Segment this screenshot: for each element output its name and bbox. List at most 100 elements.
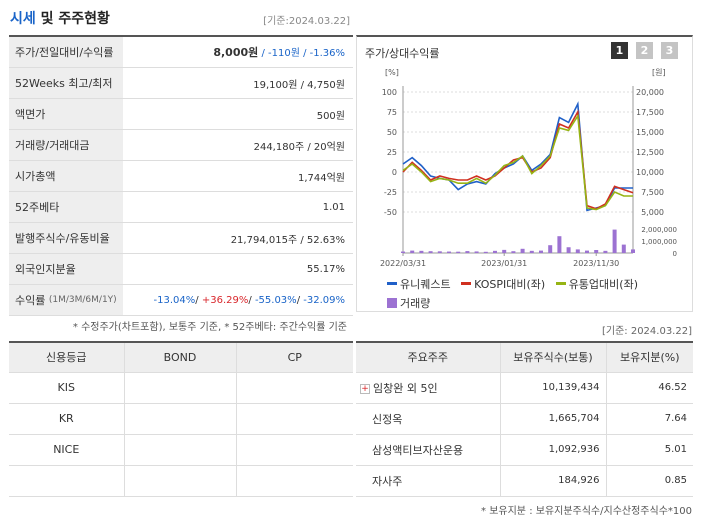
cp-rating [235, 372, 353, 404]
price-change-rate: / -1.36% [299, 48, 345, 59]
legend-swatch [387, 282, 397, 285]
volume-bar [612, 229, 617, 253]
holder-shares: 1,665,704 [499, 403, 606, 435]
volume-bar [437, 251, 442, 253]
table-row: NICE [9, 434, 353, 466]
bond-rating [123, 434, 236, 466]
rating-agency: KR [9, 403, 124, 435]
left-axis-unit: [%] [385, 68, 399, 77]
empty-cell [9, 465, 124, 497]
table-row: 삼성액티브자산운용 1,092,936 5.01 [356, 434, 693, 466]
holder-name: + 임창완 외 5인 [356, 372, 500, 404]
holder-name: 자사주 [356, 465, 500, 497]
volume-bar [493, 250, 497, 253]
holder-percent: 0.85 [605, 465, 693, 497]
quote-row-shares: 발행주식수/유동비율 21,794,015주 / 52.63% [9, 223, 353, 254]
quote-label: 주가/전일대비/수익률 [9, 37, 123, 67]
table-row: 신정옥 1,665,704 7.64 [356, 403, 693, 435]
y-right-tick-label: 12,500 [636, 148, 664, 157]
return-1y: -32.09% [303, 294, 345, 306]
volume-bar [529, 250, 534, 253]
y-left-tick-label: 100 [382, 88, 397, 97]
y-left-tick-label: -50 [384, 208, 397, 217]
volume-bar [456, 251, 461, 253]
x-tick-label: 2023/11/30 [573, 259, 619, 268]
volume-bar [410, 250, 415, 253]
price-chart: [%] [원] 100 75 50 25 0 -25 -50 20,000 17,500 15,… [380, 68, 677, 268]
volume-bar [539, 250, 543, 253]
column-header: 주요주주 [356, 342, 500, 373]
expand-plus-icon[interactable]: + [360, 383, 370, 394]
holder-percent: 46.52 [605, 372, 693, 404]
quote-label: 시가총액 [9, 161, 123, 191]
table-row: + 임창완 외 5인 10,139,434 46.52 [356, 372, 693, 404]
legend-item-stock[interactable]: 유니퀘스트 [387, 276, 451, 292]
holders-footnote: * 보유지분 : 보유지분주식수/지수산정주식수*100 [481, 506, 692, 517]
legend-swatch [555, 282, 566, 285]
holder-name: 신정옥 [356, 403, 500, 435]
volume-bar [621, 244, 626, 253]
column-header: 보유지분(%) [605, 342, 693, 373]
table-row: KR [9, 403, 353, 435]
volume-bar [631, 249, 635, 253]
quote-value: 8,000원 / -110원 / -1.36% [123, 44, 353, 60]
y-left-tick-label: 0 [392, 168, 397, 177]
rating-agency: NICE [9, 434, 124, 466]
holder-percent: 5.01 [605, 434, 693, 466]
bond-rating [123, 372, 236, 404]
legend-swatch [461, 282, 472, 285]
major-holders-table: 주요주주 보유주식수(보통) 보유지분(%) + 임창완 외 5인 10,139,… [356, 341, 693, 497]
current-price: 8,000원 [213, 46, 259, 59]
quote-value: 1.01 [322, 201, 345, 213]
volume-tick-label: 1,000,000 [641, 238, 677, 246]
return-3m: +36.29% [201, 294, 249, 306]
table-row [9, 465, 353, 497]
volume-bar [603, 250, 608, 253]
period-button-1[interactable]: 1 [611, 42, 628, 59]
quote-row-returns: 수익률 (1M/3M/6M/1Y) -13.04%/ +36.29%/ -55.… [9, 285, 353, 316]
column-header: 보유주식수(보통) [499, 342, 606, 373]
x-tick-label: 2022/03/31 [380, 259, 426, 268]
column-header: CP [235, 342, 353, 373]
quote-value: 244,180주 / 20억원 [253, 141, 345, 153]
quote-value: -13.04%/ +36.29%/ -55.03%/ -32.09% [153, 294, 345, 306]
bond-rating [123, 403, 236, 435]
quote-footnote: * 수정주가(차트포함), 보통주 기준, * 52주베타: 주간수익률 기준 [72, 322, 347, 333]
series-line [402, 101, 633, 212]
volume-tick-label: 2,000,000 [641, 226, 677, 234]
quote-table: 주가/전일대비/수익률 8,000원 / -110원 / -1.36% 52We… [9, 35, 353, 316]
quote-value: 500원 [316, 110, 345, 122]
y-left-tick-label: 25 [387, 148, 397, 157]
y-left-tick-label: 75 [387, 108, 397, 117]
y-right-tick-label: 5,000 [641, 208, 664, 217]
series-line [402, 113, 633, 211]
volume-bar [428, 251, 433, 253]
volume-bar [548, 245, 553, 253]
volume-bar [594, 250, 599, 253]
holder-shares: 10,139,434 [499, 372, 606, 404]
holder-shares: 184,926 [499, 465, 606, 497]
legend-item-volume[interactable]: 거래량 [387, 295, 430, 311]
returns-label: 수익률 [15, 294, 46, 307]
legend-label: KOSPI대비(좌) [474, 277, 546, 291]
y-right-tick-label: 15,000 [636, 128, 664, 137]
period-button-2[interactable]: 2 [636, 42, 653, 59]
holder-name: 삼성액티브자산운용 [356, 434, 500, 466]
quote-value: 19,100원 / 4,750원 [253, 79, 345, 91]
legend-item-sector[interactable]: 유통업대비(좌) [555, 276, 638, 292]
y-right-tick-label: 10,000 [636, 168, 664, 177]
period-button-3[interactable]: 3 [661, 42, 678, 59]
legend-swatch [387, 297, 397, 308]
table-header-row: 신용등급 BOND CP [9, 342, 353, 373]
cp-rating [235, 403, 353, 435]
quote-row-volume: 거래량/거래대금 244,180주 / 20억원 [9, 130, 353, 161]
legend-item-kospi[interactable]: KOSPI대비(좌) [461, 276, 545, 292]
column-header: 신용등급 [9, 342, 124, 373]
price-change: / -110원 [258, 48, 300, 59]
quote-label: 거래량/거래대금 [9, 130, 123, 160]
rating-agency: KIS [9, 372, 124, 404]
legend-label: 유통업대비(좌) [568, 277, 638, 291]
return-6m: -55.03% [254, 294, 297, 306]
y-right-tick-label: 20,000 [636, 88, 664, 97]
returns-label-periods: (1M/3M/6M/1Y) [48, 295, 117, 305]
